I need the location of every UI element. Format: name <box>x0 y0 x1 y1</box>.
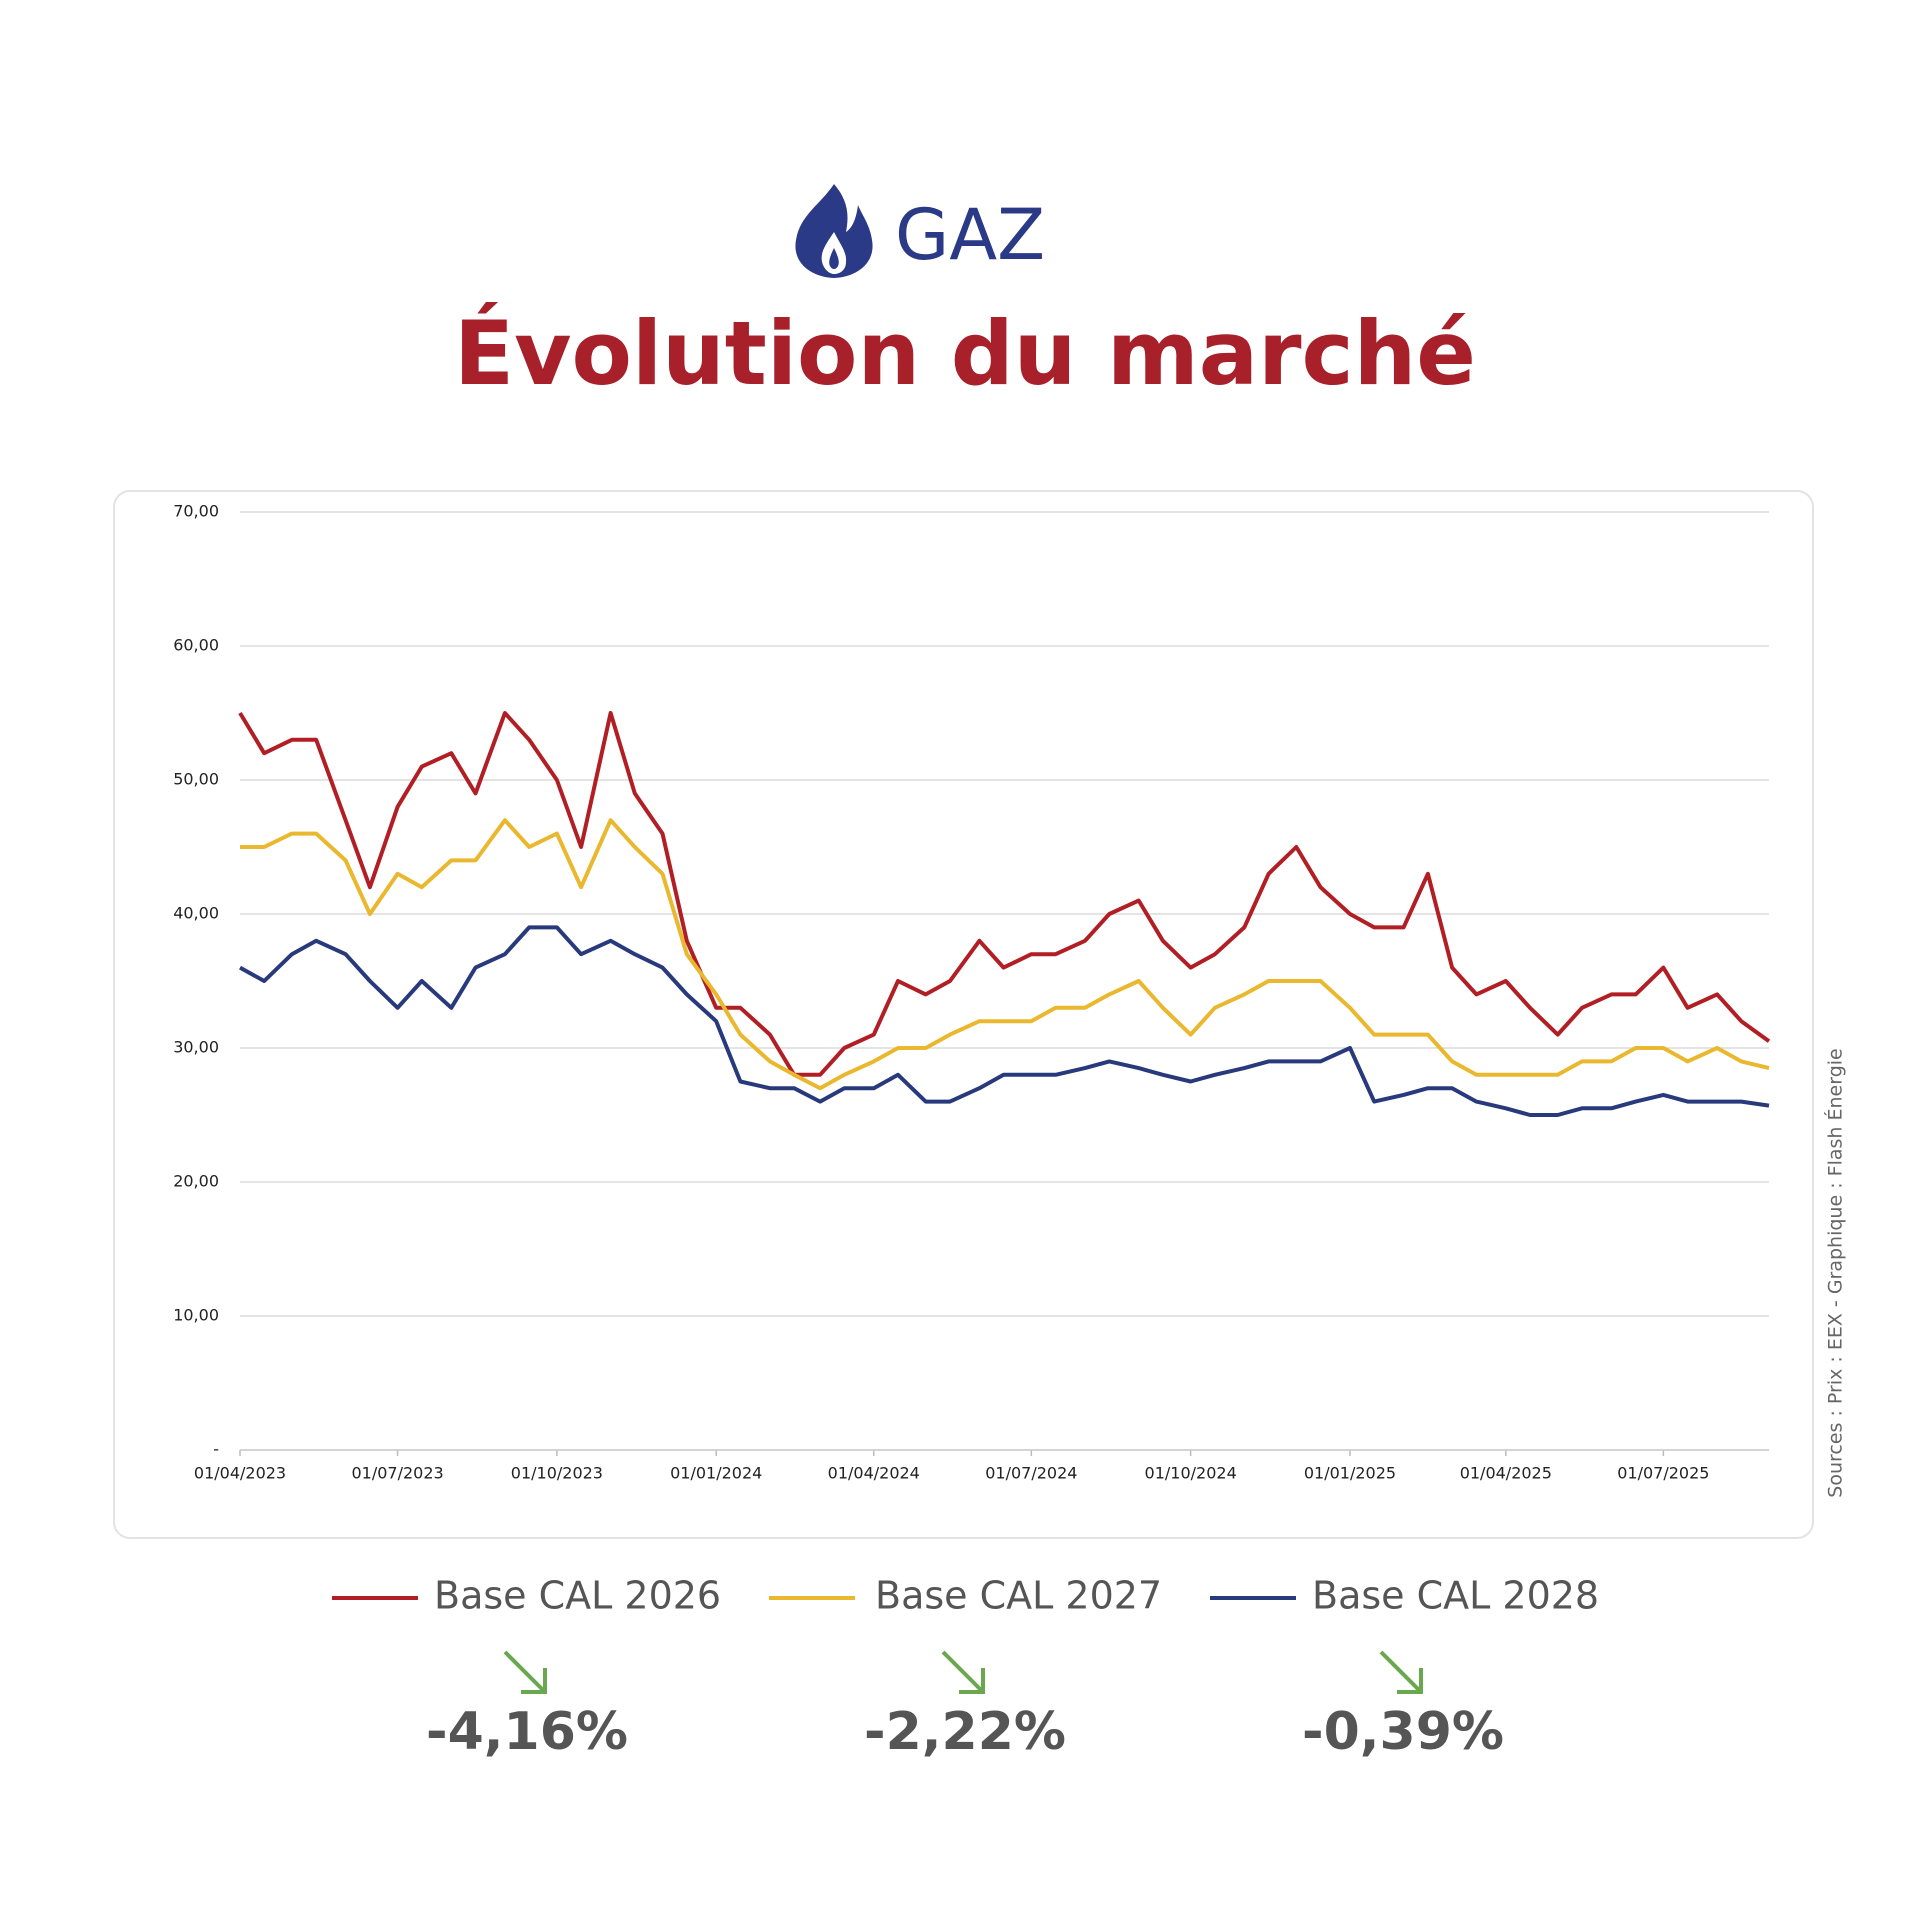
x-tick-label: 01/10/2024 <box>1145 1464 1237 1483</box>
y-tick-label: 20,00 <box>173 1172 219 1191</box>
x-tick-label: 01/07/2023 <box>351 1464 443 1483</box>
source-note: Sources : Prix : EEX - Graphique : Flash… <box>1824 1048 1847 1497</box>
series-line <box>240 818 1770 1091</box>
x-tick-label: 01/01/2024 <box>670 1464 762 1483</box>
y-tick-label: 70,00 <box>173 502 219 521</box>
legend-label: Base CAL 2026 <box>434 1574 721 1618</box>
down-arrows <box>503 1650 1423 1694</box>
y-tick-label: 10,00 <box>173 1306 219 1325</box>
legend-label: Base CAL 2028 <box>1312 1574 1599 1618</box>
change-value: -2,22% <box>864 1702 1066 1762</box>
x-tick-label: 01/07/2025 <box>1617 1464 1709 1483</box>
y-tick-label: - <box>213 1440 219 1459</box>
legend-label: Base CAL 2027 <box>875 1574 1162 1618</box>
y-tick-label: 40,00 <box>173 904 219 923</box>
chart-card <box>113 490 1814 1539</box>
x-tick-label: 01/10/2023 <box>511 1464 603 1483</box>
change-value: -0,39% <box>1302 1702 1504 1762</box>
x-tick-label: 01/07/2024 <box>985 1464 1077 1483</box>
x-tick-label: 01/04/2025 <box>1460 1464 1552 1483</box>
x-tick-label: 01/04/2024 <box>828 1464 920 1483</box>
x-tick-label: 01/01/2025 <box>1304 1464 1396 1483</box>
y-tick-label: 60,00 <box>173 636 219 655</box>
x-tick-label: 01/04/2023 <box>194 1464 286 1483</box>
page-title: Évolution du marché <box>454 302 1476 405</box>
change-value: -4,16% <box>426 1702 628 1762</box>
series-line <box>238 711 1771 1077</box>
y-tick-label: 50,00 <box>173 770 219 789</box>
flame-logo <box>795 184 873 278</box>
y-tick-label: 30,00 <box>173 1038 219 1057</box>
series-line <box>239 925 1770 1117</box>
logo-text: GAZ <box>895 194 1045 276</box>
